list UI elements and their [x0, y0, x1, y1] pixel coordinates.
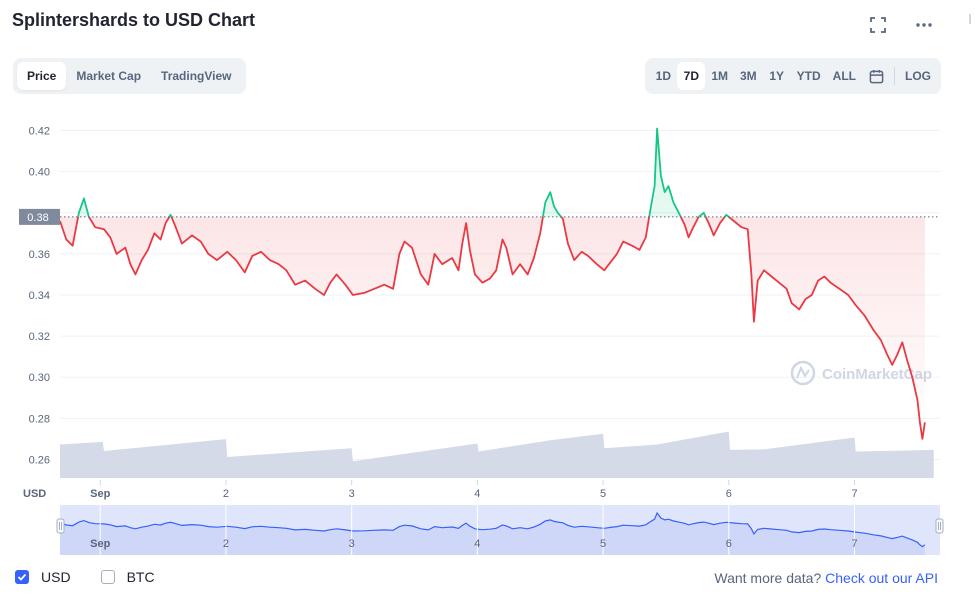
navigator-handle-right-grip[interactable]	[935, 518, 944, 534]
panel-edge	[969, 14, 975, 24]
y-axis-unit-label: USD	[23, 488, 46, 500]
navigator-handle-right[interactable]	[935, 518, 944, 534]
x-tick-label: 7	[851, 488, 857, 500]
x-tick-label: 3	[349, 488, 355, 500]
range-divider	[894, 67, 895, 85]
volume-area	[60, 431, 934, 478]
page-title: Splintershards to USD Chart	[12, 10, 256, 30]
price-line-down	[59, 216, 926, 440]
more-icon[interactable]	[913, 14, 935, 36]
price-fill-above	[78, 128, 729, 217]
log-toggle[interactable]: LOG	[905, 69, 931, 83]
watermark-text: CoinMarketCap	[822, 366, 932, 383]
price-fill-below	[60, 216, 925, 439]
x-tick-label: 5	[600, 488, 606, 500]
api-promo: Want more data? Check out our API	[714, 570, 938, 586]
fullscreen-icon[interactable]	[867, 14, 889, 36]
reference-label-bg	[19, 208, 60, 225]
calendar-icon[interactable]	[862, 62, 890, 90]
y-tick-label: 0.34	[29, 290, 50, 302]
y-tick-label: 0.28	[29, 413, 50, 425]
navigator-tick-label: 5	[600, 538, 606, 550]
header-actions	[867, 14, 935, 36]
navigator-tick-label: 4	[474, 538, 480, 550]
reference-price-label: 0.38	[27, 212, 48, 224]
range-1d[interactable]: 1D	[655, 69, 671, 83]
volume-bars	[60, 431, 934, 478]
navigator-line	[59, 511, 926, 548]
tab-price[interactable]: Price	[17, 62, 67, 90]
currency-legend: USD BTC	[15, 569, 185, 585]
legend-usd[interactable]: USD	[15, 569, 71, 585]
range-navigator[interactable]: Sep 2 3 4 5 6 7	[56, 505, 944, 555]
y-axis-ticks: 0.26 0.28 0.30 0.32 0.34 0.36 0.38 0.40 0.42	[29, 126, 50, 467]
reference-line: 0.38	[19, 208, 940, 225]
navigator-tick-label: Sep	[90, 538, 110, 550]
time-range-selector: 1D 7D 1M 3M 1Y YTD ALL LOG	[645, 58, 941, 94]
navigator-handle-left-grip[interactable]	[56, 518, 65, 534]
coinmarketcap-logo-icon	[790, 360, 816, 386]
range-all[interactable]: ALL	[832, 69, 856, 83]
navigator-tick-label: 7	[851, 538, 857, 550]
legend-btc[interactable]: BTC	[100, 569, 155, 585]
api-promo-text: Want more data?	[714, 570, 822, 586]
chart-tabs: Price Market Cap TradingView	[13, 58, 246, 94]
y-tick-label: 0.30	[29, 372, 50, 384]
range-1m[interactable]: 1M	[711, 69, 728, 83]
watermark: CoinMarketCap	[790, 360, 932, 386]
range-1y[interactable]: 1Y	[769, 69, 785, 83]
price-chart: 0.26 0.28 0.30 0.32 0.34 0.36 0.38 0.40 0.42 Coi…	[19, 126, 944, 555]
x-tick-label: 4	[474, 488, 480, 500]
x-tick-label: 2	[223, 488, 229, 500]
usd-checkbox[interactable]	[15, 570, 29, 584]
range-3m[interactable]: 3M	[740, 69, 757, 83]
x-tick-label: Sep	[90, 488, 110, 500]
navigator-tick-label: 3	[349, 538, 355, 550]
y-tick-label: 0.36	[29, 249, 50, 261]
y-tick-label: 0.32	[29, 331, 50, 343]
btc-checkbox[interactable]	[100, 570, 115, 584]
x-axis-ticks: Sep 2 3 4 5 6 7	[90, 480, 858, 500]
range-ytd[interactable]: YTD	[796, 69, 821, 83]
navigator-tick-label: 6	[726, 538, 732, 550]
navigator-handle-left[interactable]	[56, 518, 65, 534]
tab-tradingview[interactable]: TradingView	[161, 69, 232, 83]
price-series	[59, 127, 926, 440]
legend-btc-label: BTC	[126, 569, 155, 585]
range-7d[interactable]: 7D	[677, 62, 706, 90]
legend-usd-label: USD	[41, 569, 71, 585]
tab-market-cap[interactable]: Market Cap	[76, 69, 142, 83]
y-tick-label: 0.26	[29, 454, 50, 466]
y-tick-label: 0.42	[29, 126, 50, 138]
y-tick-label: 0.40	[29, 167, 50, 179]
x-tick-label: 6	[726, 488, 732, 500]
api-link[interactable]: Check out our API	[825, 570, 938, 586]
navigator-tick-label: 2	[223, 538, 229, 550]
